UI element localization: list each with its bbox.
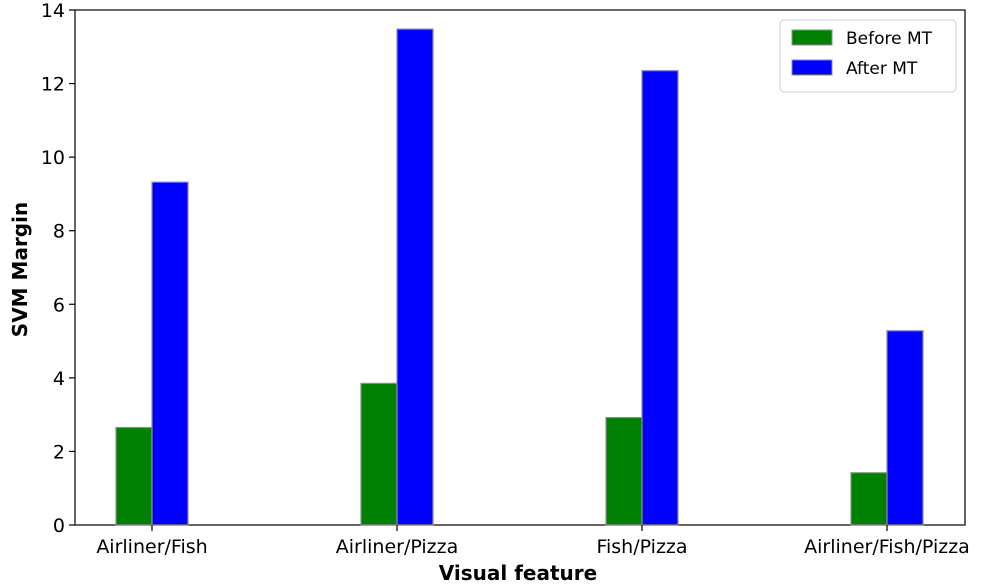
y-tick-label: 10 [41, 147, 65, 169]
y-axis-title: SVM Margin [8, 202, 32, 337]
legend-swatch-after-mt [791, 59, 833, 76]
x-axis-ticks: Airliner/Fish Airliner/Pizza Fish/Pizza Air… [96, 525, 970, 558]
y-tick-label: 14 [41, 0, 65, 22]
bar-before-mt-3 [605, 416, 643, 526]
bar-before-mt-1 [115, 426, 153, 526]
bar-before-mt-2 [360, 382, 398, 526]
x-tick-label: Fish/Pizza [596, 536, 687, 558]
y-tick-label: 0 [53, 515, 65, 537]
x-tick-label: Airliner/Fish/Pizza [804, 536, 970, 558]
y-tick-label: 12 [41, 74, 65, 96]
legend-swatch-before-mt [791, 29, 833, 46]
legend-label: Before MT [846, 29, 933, 49]
y-tick-label: 8 [53, 221, 65, 243]
bars-group [115, 28, 924, 526]
y-axis-ticks: 0 2 4 6 8 10 12 14 [41, 0, 75, 537]
y-tick-label: 4 [53, 368, 65, 390]
bar-after-mt-3 [641, 70, 679, 526]
x-axis-title: Visual feature [439, 561, 597, 585]
bar-before-mt-4 [850, 472, 888, 526]
bar-after-mt-4 [886, 330, 924, 526]
plot-frame [74, 9, 966, 526]
bar-after-mt-1 [151, 181, 189, 526]
x-tick-label: Airliner/Fish [96, 536, 207, 558]
plot-area [74, 9, 966, 526]
legend-label: After MT [846, 59, 918, 79]
y-tick-label: 6 [53, 294, 65, 316]
bar-after-mt-2 [396, 28, 434, 526]
legend: Before MT After MT [779, 19, 957, 93]
y-tick-label: 2 [53, 441, 65, 463]
x-tick-label: Airliner/Pizza [336, 536, 459, 558]
